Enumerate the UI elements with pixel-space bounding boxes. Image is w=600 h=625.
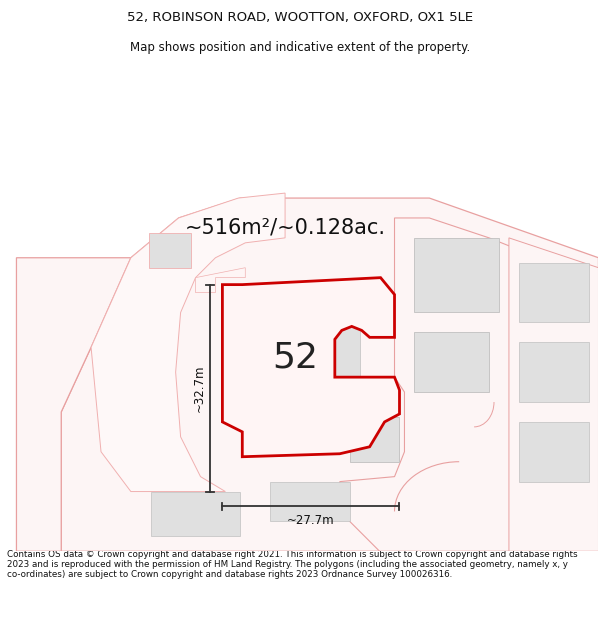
Polygon shape [415, 238, 499, 312]
Text: ~516m²/~0.128ac.: ~516m²/~0.128ac. [185, 218, 386, 238]
Text: 52, ROBINSON ROAD, WOOTTON, OXFORD, OX1 5LE: 52, ROBINSON ROAD, WOOTTON, OXFORD, OX1 … [127, 11, 473, 24]
Polygon shape [151, 491, 241, 536]
Polygon shape [223, 278, 400, 457]
Polygon shape [519, 422, 589, 482]
Text: Contains OS data © Crown copyright and database right 2021. This information is : Contains OS data © Crown copyright and d… [7, 549, 578, 579]
Text: ~32.7m: ~32.7m [193, 364, 205, 412]
Polygon shape [415, 332, 489, 392]
Polygon shape [149, 233, 191, 268]
Polygon shape [61, 198, 598, 551]
Polygon shape [340, 218, 598, 551]
Polygon shape [519, 342, 589, 402]
Polygon shape [270, 482, 350, 521]
Text: Map shows position and indicative extent of the property.: Map shows position and indicative extent… [130, 41, 470, 54]
Polygon shape [242, 302, 359, 392]
Polygon shape [16, 258, 131, 551]
Polygon shape [350, 417, 400, 462]
Text: 52: 52 [272, 340, 318, 374]
Text: ~27.7m: ~27.7m [287, 514, 335, 528]
Polygon shape [519, 262, 589, 322]
Polygon shape [196, 268, 245, 292]
Polygon shape [242, 407, 330, 442]
Polygon shape [509, 238, 598, 551]
Polygon shape [91, 193, 285, 491]
